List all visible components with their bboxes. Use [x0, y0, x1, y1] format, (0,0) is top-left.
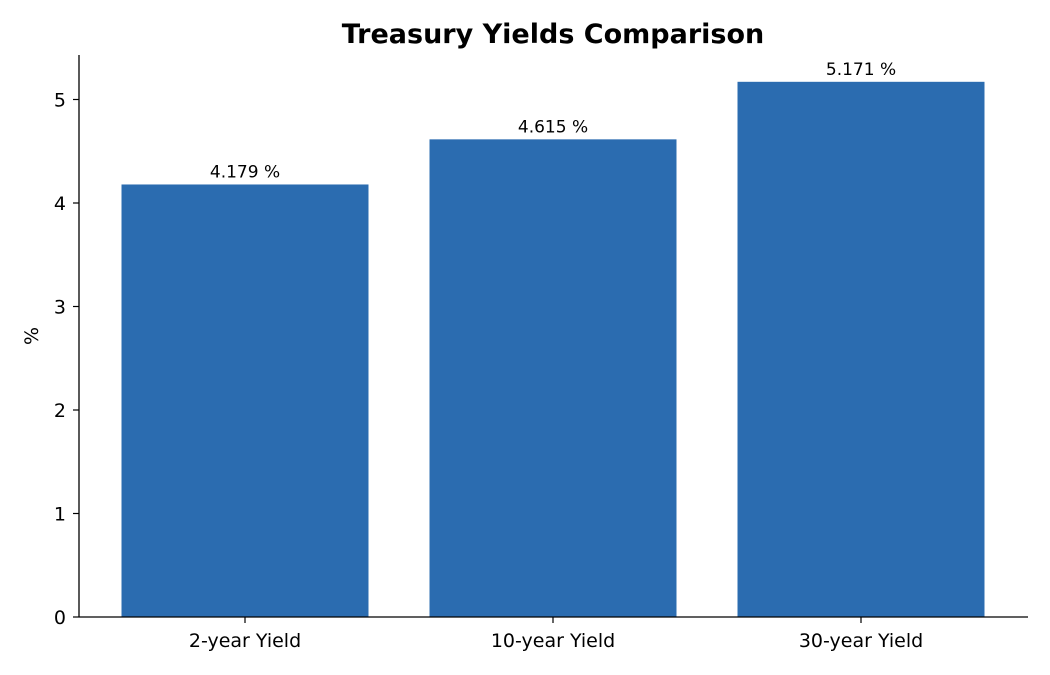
data-labels-layer: 4.179 % 4.615 % 5.171 %: [210, 60, 896, 183]
data-label: 4.615 %: [518, 117, 588, 137]
y-tick-label: 1: [54, 504, 66, 526]
data-label: 5.171 %: [826, 60, 896, 80]
bar-10-year-yield: [429, 139, 677, 617]
chart-title: Treasury Yields Comparison: [342, 19, 765, 50]
x-tick-label: 30-year Yield: [799, 630, 923, 652]
y-tick-label: 0: [54, 607, 66, 629]
y-tick-label: 2: [54, 400, 66, 422]
bar-30-year-yield: [737, 81, 985, 617]
y-tick-label: 3: [54, 297, 66, 319]
y-tick-label: 5: [54, 90, 66, 112]
bars-layer: [121, 81, 985, 618]
y-axis-ticks: 0 1 2 3 4 5: [54, 90, 79, 629]
y-axis-label: %: [21, 327, 43, 345]
x-tick-label: 10-year Yield: [491, 630, 615, 652]
data-label: 4.179 %: [210, 162, 280, 182]
bar-2-year-yield: [121, 184, 369, 618]
y-tick-label: 4: [54, 193, 66, 215]
x-tick-label: 2-year Yield: [189, 630, 301, 652]
x-axis-ticks: 2-year Yield 10-year Yield 30-year Yield: [189, 617, 923, 652]
